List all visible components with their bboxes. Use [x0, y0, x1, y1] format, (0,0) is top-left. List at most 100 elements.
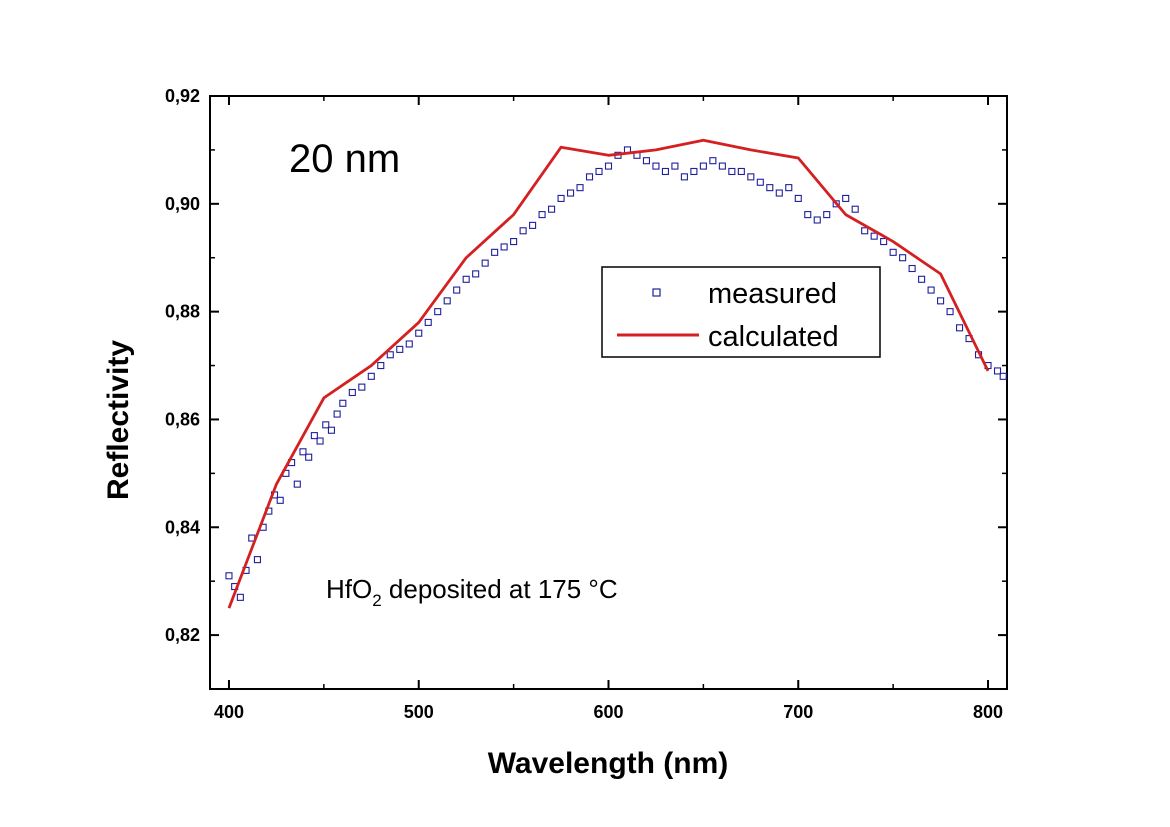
measured-point: [595, 167, 603, 176]
y-tick-label: 0,92: [165, 86, 200, 106]
x-tick-label: 600: [593, 702, 623, 722]
measured-point: [236, 593, 244, 601]
measured-point: [276, 496, 284, 504]
measured-point: [652, 162, 660, 170]
measured-point: [999, 372, 1007, 380]
y-axis: 0,82 0,84 0,86 0,88 0,90 0,92: [165, 86, 1007, 645]
measured-point: [299, 448, 307, 456]
plot-area: 400 500 600 700 800 0,82 0,84 0,86 0,88 0,90 0,92: [165, 86, 1008, 722]
thickness-annotation: 20 nm: [289, 137, 400, 181]
measured-point: [377, 361, 385, 370]
measured-point: [918, 275, 926, 283]
measured-point: [775, 189, 783, 197]
measured-point: [443, 297, 451, 305]
measured-point: [557, 194, 565, 202]
measured-point: [510, 238, 518, 246]
measured-point: [671, 162, 679, 170]
measured-point: [386, 351, 394, 359]
x-tick-label: 700: [783, 702, 813, 722]
measured-point: [813, 216, 821, 224]
measured-point: [642, 157, 651, 165]
measured-point: [794, 194, 802, 202]
x-axis-label: Wavelength (nm): [488, 747, 729, 780]
material-subscript: 2: [372, 591, 381, 610]
measured-point: [785, 184, 793, 192]
x-axis: 400 500 600 700 800: [214, 96, 1003, 722]
measured-point: [424, 318, 432, 326]
measured-point: [225, 572, 233, 580]
measured-point: [322, 421, 330, 429]
measured-point: [327, 426, 335, 434]
measured-point: [709, 157, 717, 165]
measured-point: [576, 184, 584, 192]
measured-point: [946, 308, 954, 316]
measured-point: [500, 243, 508, 251]
measured-point: [358, 383, 366, 391]
measured-point: [728, 167, 736, 176]
measured-point: [585, 173, 594, 181]
measured-point: [462, 275, 470, 283]
measured-point: [870, 232, 878, 240]
measured-point: [434, 308, 442, 316]
y-tick-label: 0,84: [165, 517, 200, 537]
measured-point: [548, 205, 556, 213]
measured-point: [415, 329, 423, 337]
measured-point: [396, 345, 404, 353]
measured-point: [851, 205, 859, 213]
measured-point: [842, 194, 850, 202]
measured-point: [253, 556, 261, 564]
measured-point: [367, 372, 375, 380]
measured-point: [993, 367, 1002, 375]
measured-point: [472, 270, 480, 278]
measured-point: [956, 324, 964, 332]
measured-point: [491, 248, 499, 256]
measured-point: [908, 264, 916, 273]
material-prefix: HfO: [326, 574, 372, 604]
measured-point: [690, 167, 698, 176]
measured-point: [927, 286, 935, 294]
measured-point: [453, 286, 461, 294]
y-tick-label: 0,82: [165, 625, 200, 645]
legend-label-calculated: calculated: [708, 321, 839, 353]
measured-point: [339, 399, 347, 407]
measured-point: [861, 227, 869, 235]
x-tick-label: 400: [214, 702, 244, 722]
measured-point: [737, 167, 745, 176]
measured-point: [310, 432, 318, 440]
measured-point: [405, 340, 413, 348]
measured-point: [604, 162, 613, 170]
measured-point: [529, 221, 537, 229]
material-suffix: deposited at 175 °C: [382, 574, 618, 604]
measured-point: [699, 162, 707, 170]
y-tick-label: 0,90: [165, 194, 200, 214]
data-marks: [225, 138, 1007, 609]
measured-point: [823, 211, 831, 219]
calculated-line: [227, 138, 990, 609]
measured-point: [747, 173, 755, 181]
measured-point: [538, 211, 546, 219]
measured-point: [293, 480, 301, 488]
measured-point: [937, 297, 945, 305]
measured-point: [519, 227, 527, 235]
y-tick-label: 0,86: [165, 409, 200, 429]
measured-point: [680, 173, 688, 181]
x-tick-label: 800: [973, 702, 1003, 722]
measured-point: [889, 248, 897, 256]
legend-label-measured: measured: [708, 278, 837, 310]
y-tick-label: 0,88: [165, 302, 200, 322]
measured-point: [756, 178, 764, 186]
measured-point: [718, 162, 726, 170]
measured-point: [305, 453, 313, 461]
measured-point: [566, 189, 575, 197]
y-axis-label: Reflectivity: [102, 340, 135, 500]
legend-box: [601, 266, 881, 358]
measured-point: [661, 167, 669, 176]
legend-marker-measured: [652, 288, 661, 297]
measured-point: [348, 388, 356, 397]
measured-point: [766, 184, 774, 192]
measured-point: [333, 410, 341, 418]
measured-point: [804, 211, 812, 219]
x-tick-label: 500: [404, 702, 434, 722]
measured-point: [481, 259, 489, 267]
